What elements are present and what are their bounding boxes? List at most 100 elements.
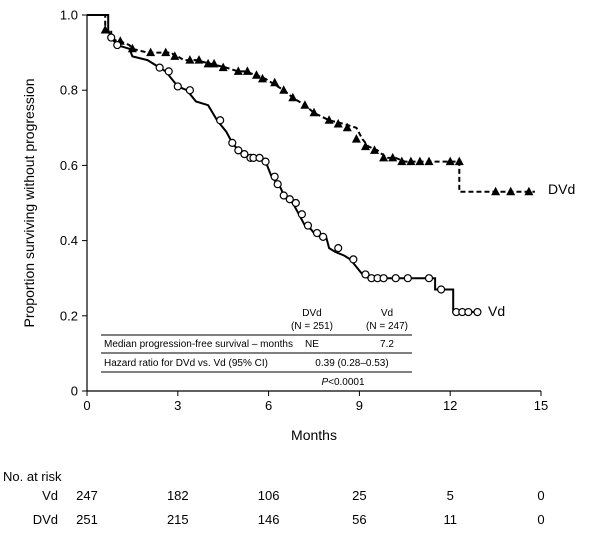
marker-dvd (170, 51, 180, 60)
marker-vd (312, 228, 322, 238)
marker-dvd (506, 186, 516, 196)
marker-dvd (300, 100, 310, 109)
at-risk-value-dvd: 251 (76, 512, 98, 527)
marker-vd (113, 40, 122, 50)
stats-col-dvd-n: (N = 251) (291, 321, 333, 332)
at-risk-value-vd: 247 (76, 488, 98, 503)
stats-p-number: <0.0001 (328, 377, 365, 388)
marker-dvd (100, 25, 110, 34)
series-label-dvd: DVd (548, 181, 575, 197)
at-risk-value-vd: 182 (167, 488, 189, 503)
marker-dvd (361, 141, 370, 151)
at-risk-value-dvd: 11 (443, 512, 457, 527)
x-tick-label: 9 (356, 398, 363, 413)
marker-dvd (258, 73, 267, 83)
stats-row1-vd: 7.2 (380, 339, 394, 350)
marker-dvd (218, 62, 228, 72)
marker-vd (303, 221, 313, 230)
marker-dvd (252, 70, 261, 79)
y-tick-label: 0 (71, 384, 78, 399)
at-risk-value-vd: 25 (352, 488, 366, 503)
marker-vd (391, 274, 400, 283)
marker-dvd (351, 134, 361, 143)
marker-dvd (397, 156, 407, 166)
marker-dvd (288, 92, 298, 102)
at-risk-title: No. at risk (3, 469, 62, 484)
marker-dvd (185, 55, 195, 64)
at-risk-value-dvd: 215 (167, 512, 189, 527)
stats-row2-label: Hazard ratio for DVd vs. Vd (95% CI) (104, 358, 268, 369)
marker-vd (216, 116, 225, 125)
stats-row1-label: Median progression-free survival – month… (104, 339, 293, 350)
marker-dvd (370, 145, 379, 154)
at-risk-value-vd: 106 (258, 488, 280, 503)
y-axis-title: Proportion surviving without progression (21, 78, 37, 327)
marker-dvd (203, 58, 213, 68)
marker-vd (240, 150, 249, 159)
marker-vd (155, 63, 164, 72)
y-tick-label: 0.8 (60, 83, 78, 98)
marker-dvd (524, 186, 534, 196)
stats-p-label: P (321, 377, 328, 388)
at-risk-label-vd: Vd (42, 488, 58, 503)
marker-dvd (454, 156, 464, 166)
series-label-vd: Vd (488, 303, 505, 319)
marker-vd (228, 138, 237, 147)
stats-col-vd-n: (N = 247) (366, 321, 408, 332)
stats-col-dvd: DVd (302, 308, 321, 319)
marker-vd (173, 82, 182, 91)
marker-dvd (233, 66, 243, 75)
at-risk-rows: Vd 247 182 106 25 5 0 DVd 251 215 146 56 11 0 (33, 488, 545, 527)
marker-vd (107, 33, 116, 42)
stats-col-vd: Vd (381, 308, 393, 319)
x-tick-label: 15 (534, 398, 548, 413)
at-risk-value-vd: 0 (537, 488, 544, 503)
marker-dvd (324, 115, 334, 124)
marker-dvd (270, 77, 280, 87)
stats-table: DVd (N = 251) Vd (N = 247) Median progre… (101, 308, 412, 388)
at-risk-table: No. at risk Vd 247 182 106 25 5 0 DVd 251 215 146 5… (3, 469, 545, 527)
at-risk-value-vd: 5 (447, 488, 454, 503)
at-risk-value-dvd: 146 (258, 512, 280, 527)
marker-vd (255, 153, 264, 162)
marker-vd (261, 157, 270, 166)
marker-vd (285, 195, 294, 204)
y-tick-label: 0.4 (60, 233, 78, 248)
marker-vd (318, 232, 328, 241)
marker-vd (473, 307, 482, 317)
stats-row1-dvd: NE (305, 339, 319, 350)
marker-dvd (333, 119, 343, 128)
series-line-dvd (87, 14, 535, 193)
marker-vd (234, 146, 243, 155)
marker-vd (291, 198, 300, 208)
marker-vd (279, 191, 288, 200)
marker-dvd (424, 156, 434, 166)
x-tick-label: 6 (265, 398, 272, 413)
y-tick-label: 1.0 (60, 8, 78, 23)
x-tick-label: 3 (174, 398, 181, 413)
marker-vd (297, 210, 306, 219)
marker-dvd (309, 107, 319, 117)
marker-dvd (491, 186, 501, 196)
marker-dvd (161, 47, 171, 57)
marker-dvd (146, 47, 156, 57)
at-risk-value-dvd: 56 (352, 512, 366, 527)
marker-vd (185, 86, 195, 95)
x-tick-label: 12 (443, 398, 457, 413)
marker-dvd (406, 156, 416, 166)
at-risk-label-dvd: DVd (33, 512, 58, 527)
stats-p-value: P<0.0001 (321, 377, 365, 388)
marker-dvd (415, 156, 425, 166)
marker-vd (403, 274, 412, 283)
marker-vd (349, 255, 358, 264)
marker-dvd (279, 85, 289, 94)
marker-dvd (209, 58, 219, 68)
marker-vd (424, 274, 434, 283)
at-risk-value-dvd: 0 (537, 512, 544, 527)
y-tick-label: 0.6 (60, 158, 78, 173)
marker-dvd (342, 122, 352, 132)
y-tick-label: 0.2 (60, 308, 78, 323)
series-layer (87, 14, 535, 317)
marker-vd (270, 172, 279, 181)
